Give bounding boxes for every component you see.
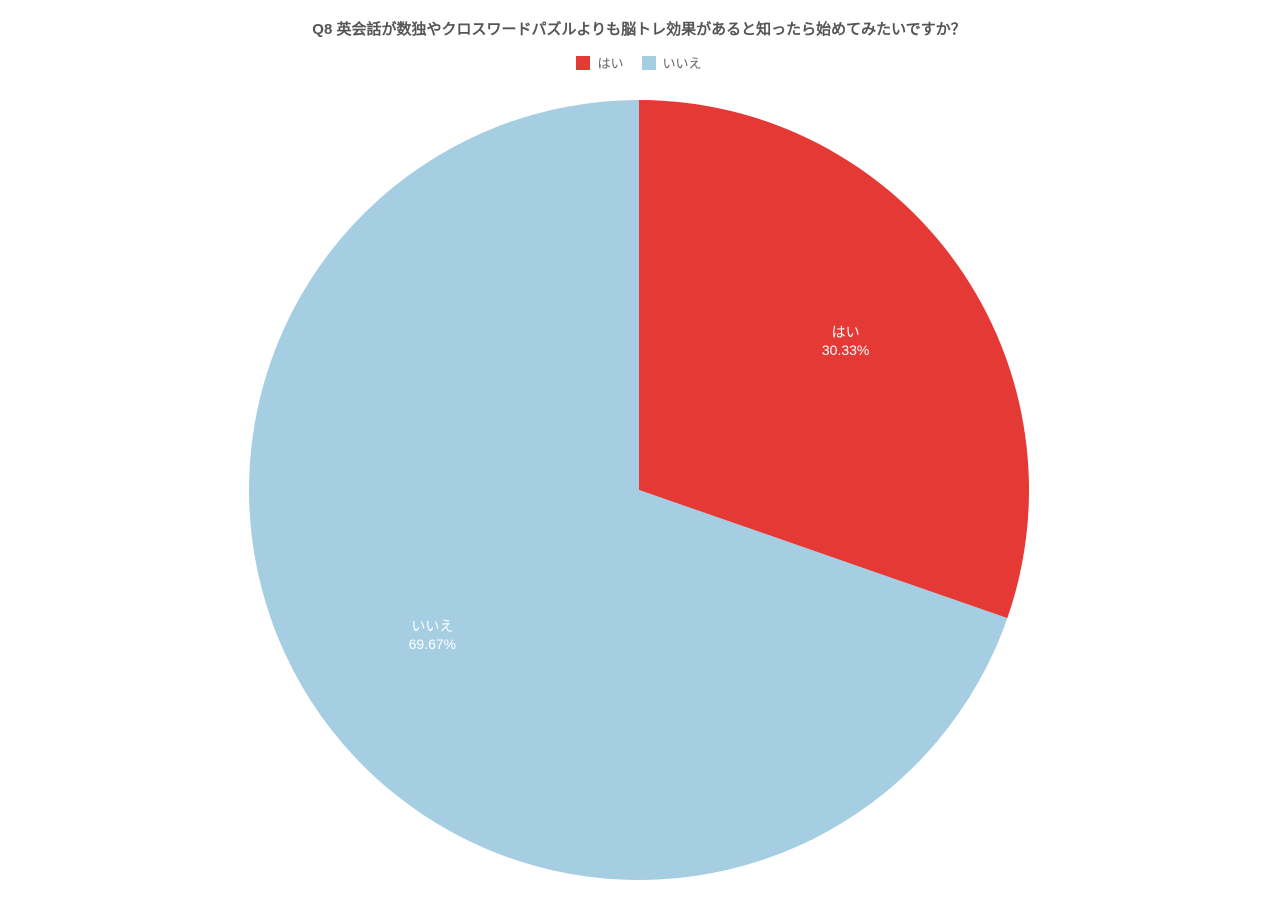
pie-area: はい 30.33% いいえ 69.67% [239,90,1039,890]
legend-item-no[interactable]: いいえ [642,53,702,72]
legend-label-yes: はい [597,53,623,72]
chart-title: Q8 英会話が数独やクロスワードパズルよりも脳トレ効果があると知ったら始めてみた… [312,18,965,39]
legend-item-yes[interactable]: はい [576,53,623,72]
pie-chart-container: Q8 英会話が数独やクロスワードパズルよりも脳トレ効果があると知ったら始めてみた… [0,0,1278,900]
chart-legend: はい いいえ [576,53,701,72]
slice-label-percent-0: 30.33% [822,342,869,358]
pie-svg: はい 30.33% いいえ 69.67% [239,90,1039,890]
legend-label-no: いいえ [663,53,702,72]
slice-label-name-0: はい [832,324,860,340]
slice-label-name-1: いいえ [411,618,453,634]
legend-swatch-yes [576,56,590,70]
slice-label-percent-1: 69.67% [409,636,456,652]
legend-swatch-no [642,56,656,70]
